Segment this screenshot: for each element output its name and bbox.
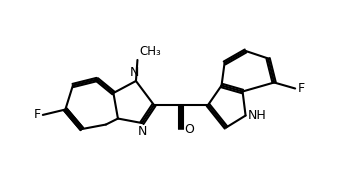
Text: O: O bbox=[185, 123, 195, 136]
Text: N: N bbox=[130, 66, 139, 79]
Text: F: F bbox=[298, 82, 305, 95]
Text: NH: NH bbox=[248, 109, 267, 122]
Text: F: F bbox=[33, 109, 41, 122]
Text: N: N bbox=[138, 125, 148, 139]
Text: CH₃: CH₃ bbox=[139, 45, 161, 58]
